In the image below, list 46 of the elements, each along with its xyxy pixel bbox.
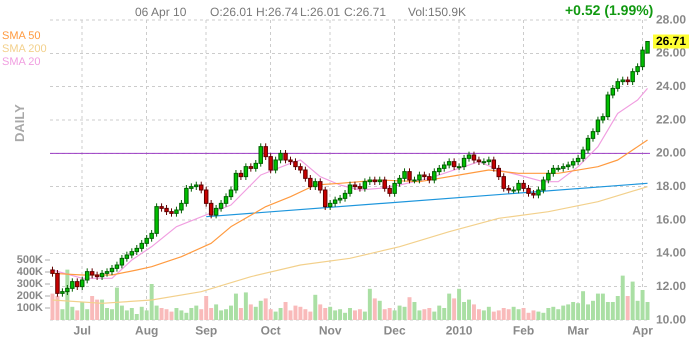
text: Vol:150.9K	[408, 5, 466, 19]
bar	[248, 304, 253, 320]
text: C:26.71	[344, 5, 386, 19]
text: SMA 200	[2, 43, 47, 56]
annotation: 26.71	[656, 34, 686, 48]
bar	[75, 310, 80, 320]
bar	[244, 292, 248, 320]
x-tick-label: Feb	[512, 324, 534, 338]
y2-tick-label: 200K	[16, 290, 44, 302]
x-tick-label: Dec	[384, 324, 406, 338]
bar	[238, 308, 243, 320]
y-tick-label: 20.00	[656, 146, 686, 160]
y-tick-label: 22.00	[656, 112, 686, 126]
x-tick-label: 2010	[446, 324, 473, 338]
y-tick-label: 16.00	[656, 212, 686, 226]
bar	[372, 298, 377, 320]
x-tick-label: Nov	[318, 324, 342, 338]
text: O:26.01	[210, 5, 253, 19]
y-tick-label: 28.00	[656, 12, 686, 26]
y2-tick-label: 400K	[16, 266, 44, 278]
x-tick-label: Aug	[135, 324, 158, 338]
x-tick-label: Apr	[632, 324, 654, 338]
bar	[626, 296, 630, 320]
y-tick-label: 18.00	[656, 178, 686, 193]
bar	[452, 298, 456, 320]
text: H:26.74	[256, 5, 298, 19]
text: SMA 50	[2, 30, 42, 43]
y-tick-label: 24.00	[656, 78, 686, 93]
y2-tick-label: 500K	[16, 254, 44, 266]
x-tick-label: Mar	[567, 324, 590, 338]
y2-tick-label: 300K	[16, 278, 44, 290]
bar	[313, 294, 318, 320]
x-tick-label: Sep	[195, 324, 218, 338]
text: +0.52 (1.99%)	[565, 2, 654, 18]
y-tick-label: 10.00	[656, 312, 686, 326]
x-tick-label: Oct	[260, 324, 281, 338]
y-tick-label: 12.00	[656, 278, 686, 293]
y-tick-label: 14.00	[656, 246, 686, 260]
x-tick-label: Jul	[74, 324, 91, 338]
text: SMA 20	[2, 56, 42, 69]
y2-tick-label: 100K	[16, 302, 44, 314]
text: 06 Apr 10	[135, 5, 186, 19]
text: L:26.01	[300, 5, 340, 19]
bar	[408, 297, 412, 320]
y-tick-label: 26.00	[656, 46, 686, 60]
text: DAILY	[12, 104, 27, 142]
